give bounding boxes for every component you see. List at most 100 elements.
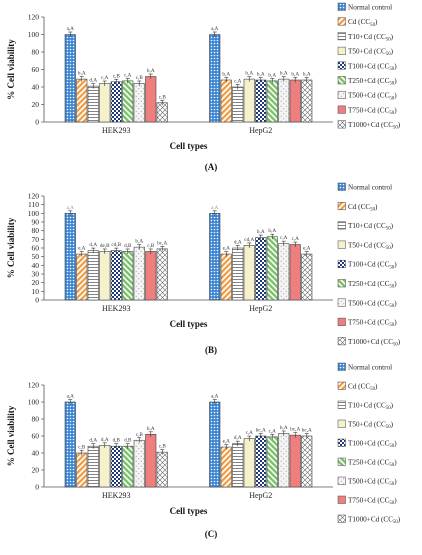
data-label: d,B [113, 438, 121, 444]
legend-label: T250+Cd (CC50) [348, 77, 397, 87]
y-tick-label: 90 [32, 218, 40, 227]
data-label: c,B [159, 94, 167, 100]
legend-swatch [337, 317, 346, 326]
legend-label: T100+Cd (CC50) [348, 440, 397, 450]
y-tick-label: 20 [32, 278, 40, 287]
bar-hepg2-series-1 [209, 401, 221, 488]
x-tick-label: HepG2 [249, 304, 272, 313]
data-label: d,A [234, 435, 242, 441]
y-tick-label: 40 [32, 83, 40, 92]
legend-label: Cd (CC50) [348, 383, 378, 393]
legend-label: T750+Cd (CC50) [348, 497, 397, 507]
data-label: c,A [280, 235, 288, 241]
data-label: e,A [78, 246, 86, 252]
bar-hepg2-series-8 [289, 79, 301, 123]
y-tick-label: 0 [35, 118, 39, 127]
bar-hepg2-series-4 [243, 78, 255, 123]
legend-swatch [337, 514, 346, 523]
data-label: a,A [67, 205, 75, 211]
y-tick-label: 60 [32, 65, 40, 74]
data-label: c,B [159, 444, 167, 450]
bar-hepg2-series-1 [209, 213, 221, 301]
legend-swatch [337, 400, 346, 409]
bar-hek293-series-1 [64, 401, 76, 488]
y-tick-label: 10 [32, 287, 40, 296]
bar-hek293-series-5 [110, 250, 122, 301]
legend-swatch [337, 419, 346, 428]
data-label: a,A [67, 394, 75, 400]
x-tick-label: HEK293 [102, 491, 130, 500]
y-tick-label: 40 [32, 449, 40, 458]
legend-label: Cd (CC50) [348, 203, 378, 213]
y-tick-label: 40 [32, 261, 40, 270]
bar-hek293-series-2 [76, 253, 88, 301]
bar-hek293-series-4 [99, 445, 111, 488]
legend-swatch [337, 90, 346, 99]
bar-hepg2-series-9 [301, 253, 313, 301]
data-label: e,A [223, 439, 231, 445]
legend-swatch [337, 32, 346, 41]
bar-hepg2-series-5 [255, 237, 267, 301]
bar-hek293-series-5 [110, 445, 122, 488]
data-label: a,A [67, 26, 75, 32]
legend-label: T500+Cd (CC50) [348, 299, 397, 309]
legend-swatch [337, 182, 346, 191]
legend-label: T250+Cd (CC50) [348, 459, 397, 469]
data-label: a,A [211, 394, 219, 400]
data-label: c,A [124, 72, 132, 78]
data-label: e,A [303, 246, 311, 252]
data-label: c,A [269, 428, 277, 434]
bar-hek293-series-2 [76, 78, 88, 123]
data-label: bc,A [256, 428, 266, 434]
legend: Normal control Cd (CC50) T10+Cd (CC50) T50+… [337, 182, 401, 348]
bar-hek293-series-8 [145, 251, 157, 301]
legend-label: T500+Cd (CC50) [348, 92, 397, 102]
legend-label: T250+Cd (CC50) [348, 280, 397, 290]
data-label: d,A [89, 78, 97, 84]
bar-hepg2-series-2 [220, 79, 232, 123]
y-tick-label: 100 [28, 30, 40, 39]
bar-hek293-series-4 [99, 83, 111, 123]
bar-hepg2-series-6 [266, 236, 278, 301]
data-label: c,A [101, 75, 109, 81]
bar-hek293-series-3 [87, 250, 99, 301]
data-label: bc,A [290, 427, 300, 433]
data-label: b,A [268, 228, 276, 234]
legend: Normal control Cd (CC50) T10+Cd (CC50) T50+… [337, 362, 401, 525]
legend-swatch [337, 457, 346, 466]
data-label: b,A [147, 426, 155, 432]
bar-hek293-series-9 [156, 248, 168, 301]
x-tick-label: HEK293 [102, 304, 130, 313]
bar-hek293-series-6 [122, 445, 134, 488]
data-label: c,A [246, 430, 254, 436]
legend-label: Normal control [348, 4, 392, 12]
legend-swatch [337, 337, 346, 346]
data-label: b,A [268, 72, 276, 78]
bar-hek293-series-7 [133, 439, 145, 488]
legend-label: T750+Cd (CC50) [348, 319, 397, 329]
data-label: b,A [257, 229, 265, 235]
bar-hepg2-series-4 [243, 245, 255, 301]
y-tick-label: 80 [32, 48, 40, 57]
legend-label: T750+Cd (CC50) [348, 106, 397, 116]
legend-label: T50+Cd (CC50) [348, 241, 394, 251]
legend-label: T10+Cd (CC50) [348, 222, 394, 232]
data-label: b,A [245, 71, 253, 77]
legend-label: Normal control [348, 184, 392, 192]
data-label: c,B [147, 243, 155, 249]
legend-label: T50+Cd (CC50) [348, 48, 394, 58]
legend-label: T1000+Cd (CC50) [348, 338, 401, 348]
bar-hek293-series-5 [110, 81, 122, 123]
bar-hepg2-series-5 [255, 79, 267, 123]
bar-hek293-series-8 [145, 433, 157, 488]
y-tick-label: 70 [32, 235, 40, 244]
y-tick-label: 100 [28, 398, 40, 407]
bar-hepg2-series-7 [278, 243, 290, 301]
x-axis-label: Cell types [170, 319, 208, 329]
legend-swatch [337, 46, 346, 55]
y-tick-label: 120 [28, 192, 40, 201]
bar-hek293-series-6 [122, 251, 134, 301]
